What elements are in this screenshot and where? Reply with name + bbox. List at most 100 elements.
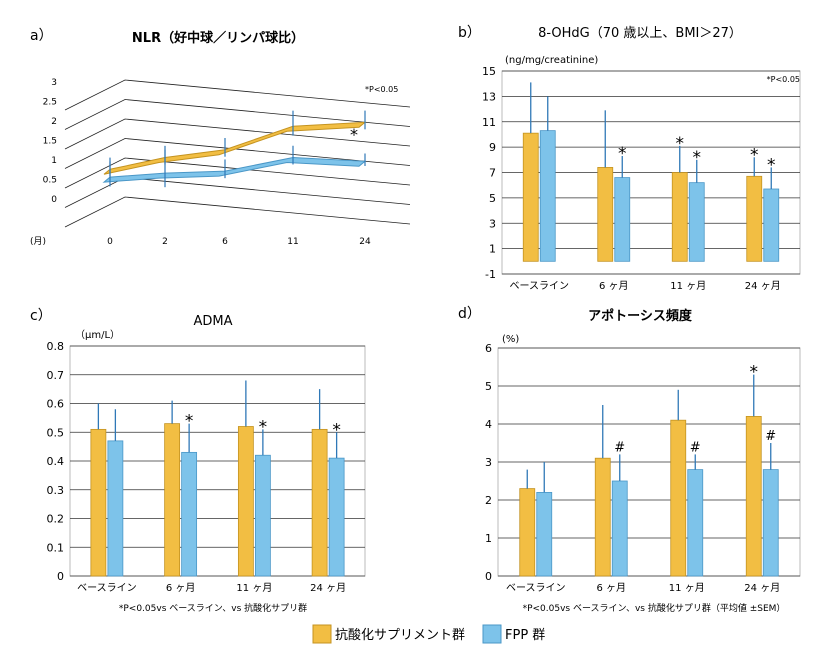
bar-antioxidant	[237, 426, 254, 577]
bar-antioxidant	[519, 488, 536, 577]
bar-antioxidant	[745, 415, 762, 577]
panel-d-apoptosis: d） アポトーシス頻度 (%) *P<0.05vs ベースライン、vs 抗酸化サ…	[458, 306, 801, 614]
x-tick-label: 6	[222, 237, 228, 247]
y-tick-label: 3	[489, 217, 496, 230]
y-tick-label: 0.5	[43, 176, 57, 186]
y-tick-label: 0	[485, 570, 492, 583]
y-tick-label: 1	[51, 156, 57, 166]
x-tick-label: 2	[162, 237, 168, 247]
y-tick-label: 0	[57, 570, 64, 583]
grid-plane-line	[64, 196, 411, 228]
bar-antioxidant	[597, 167, 614, 262]
panel-c-footnote: *P<0.05vs ベースライン、vs 抗酸化サプリ群	[119, 602, 307, 614]
significance-marker: *	[693, 148, 702, 168]
panel-b-8ohdg: b） 8-OHdG（70 歳以上、BMI＞27） (ng/mg/creatini…	[458, 25, 801, 292]
panel-c-adma: c） ADMA （μm/L） *P<0.05vs ベースライン、vs 抗酸化サプ…	[30, 308, 366, 614]
bar-fpp	[688, 182, 705, 262]
y-tick-label: 0.4	[47, 455, 65, 468]
bar-fpp	[536, 491, 553, 577]
panel-a-label: a）	[30, 28, 53, 44]
x-category-label: 6 ヶ月	[596, 582, 626, 594]
bar-fpp	[107, 440, 124, 577]
y-tick-label: 5	[485, 380, 492, 393]
x-category-label: 11 ヶ月	[236, 582, 272, 594]
significance-marker: #	[614, 440, 625, 455]
y-tick-label: 13	[482, 90, 496, 103]
panel-d-title: アポトーシス頻度	[588, 308, 693, 324]
ribbon-antioxidant	[103, 121, 367, 175]
significance-marker: *	[750, 363, 759, 383]
x-category-label: 11 ヶ月	[669, 582, 705, 594]
panel-b-note: *P<0.05	[767, 75, 800, 84]
panel-c-ylabel: （μm/L）	[75, 329, 120, 341]
panel-b-ylabel: (ng/mg/creatinine)	[505, 55, 598, 66]
legend: 抗酸化サプリメント群 FPP 群	[312, 624, 545, 644]
panel-d-footnote: *P<0.05vs ベースライン、vs 抗酸化サプリ群（平均値 ±SEM）	[523, 602, 786, 614]
significance-marker: *	[332, 420, 341, 440]
x-tick-label: 24	[359, 237, 371, 247]
panel-a-nlr: a） NLR（好中球／リンパ球比） *P<0.05 (月) 3 2.5 2 1.5 1 0…	[30, 28, 411, 247]
bar-fpp	[763, 188, 780, 262]
y-tick-label: 0.7	[47, 369, 65, 382]
y-tick-label: 2	[485, 494, 492, 507]
y-tick-label: 2.5	[43, 98, 57, 108]
bar-fpp	[611, 480, 628, 577]
grid-plane-line	[64, 138, 411, 169]
y-tick-label: 2	[51, 117, 57, 127]
y-tick-label: 3	[485, 456, 492, 469]
panel-b-title: 8-OHdG（70 歳以上、BMI＞27）	[538, 26, 742, 41]
y-tick-label: 1	[485, 532, 492, 545]
panel-a-note: *P<0.05	[365, 85, 398, 94]
panel-a-x-unit: (月)	[30, 236, 46, 247]
y-tick-label: 0.2	[47, 513, 65, 526]
significance-marker: #	[690, 440, 701, 455]
panel-c-title: ADMA	[193, 314, 232, 329]
bar-antioxidant	[746, 175, 763, 262]
bar-antioxidant	[311, 428, 328, 577]
legend-swatch-fpp	[482, 624, 502, 644]
significance-marker: *	[767, 155, 776, 175]
grid-plane-line	[64, 79, 411, 111]
significance-marker: *	[185, 412, 194, 432]
x-tick-label: 0	[107, 237, 113, 247]
y-tick-label: 11	[482, 116, 496, 129]
y-tick-label: 0.6	[47, 398, 65, 411]
y-tick-label: 0.5	[47, 426, 65, 439]
grid-plane-line	[64, 99, 411, 130]
panel-c-label: c）	[30, 308, 52, 324]
x-tick-label: 11	[287, 237, 298, 247]
significance-marker: *	[750, 145, 759, 165]
bar-fpp	[181, 451, 198, 577]
ribbon-fpp	[102, 156, 367, 183]
y-tick-label: 9	[489, 141, 496, 154]
grid-plane-line	[64, 118, 411, 150]
bar-antioxidant	[90, 428, 107, 577]
panel-d-ylabel: (%)	[502, 334, 519, 345]
x-category-label: 6 ヶ月	[166, 582, 196, 594]
legend-label-antioxidant: 抗酸化サプリメント群	[335, 628, 465, 643]
x-category-label: ベースライン	[506, 582, 566, 594]
x-category-label: 24 ヶ月	[745, 280, 781, 292]
y-tick-label: 4	[485, 418, 492, 431]
bar-fpp	[762, 469, 779, 577]
y-tick-label: 5	[489, 192, 496, 205]
grid-plane-line	[64, 177, 411, 208]
y-tick-label: 6	[485, 342, 492, 355]
x-category-label: 24 ヶ月	[744, 582, 780, 594]
x-category-label: 6 ヶ月	[599, 280, 629, 292]
y-tick-label: 1	[489, 243, 496, 256]
bar-antioxidant	[522, 132, 539, 262]
y-tick-label: 15	[482, 65, 496, 78]
y-tick-label: 1.5	[43, 137, 57, 147]
x-category-label: 24 ヶ月	[310, 582, 346, 594]
bar-fpp	[614, 177, 631, 262]
y-tick-label: 0.3	[47, 484, 65, 497]
y-tick-label: 0	[51, 195, 57, 205]
significance-marker: *	[618, 144, 627, 164]
y-tick-label: -1	[485, 268, 496, 281]
y-tick-label: 0.1	[47, 541, 65, 554]
bar-fpp	[254, 454, 271, 577]
bar-fpp	[539, 130, 556, 262]
y-tick-label: 3	[51, 78, 57, 88]
